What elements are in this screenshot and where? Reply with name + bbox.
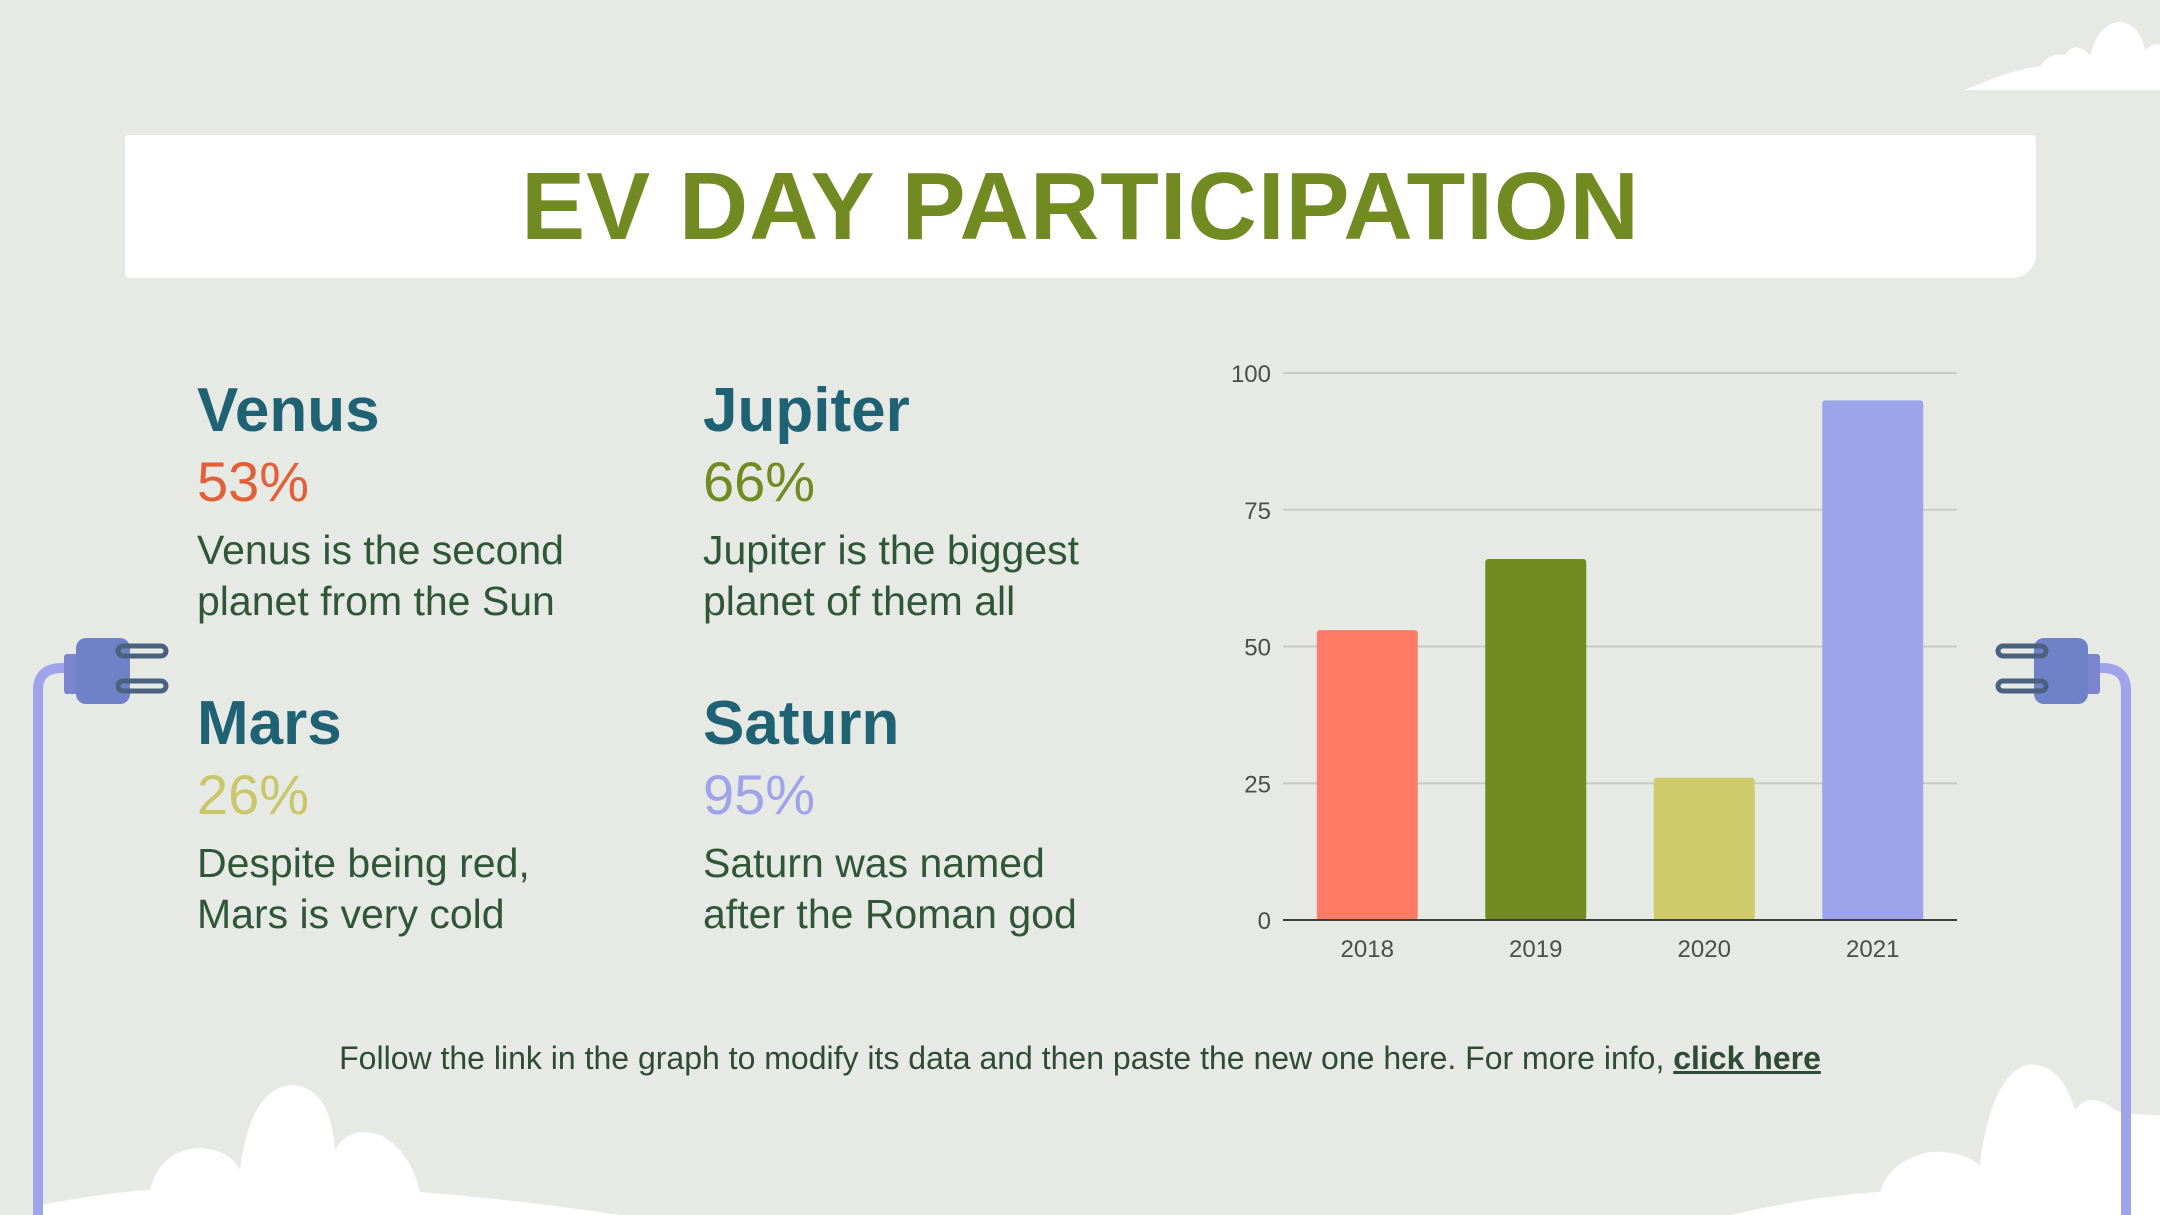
stat-name: Venus <box>197 376 380 445</box>
stat-description-line: planet from the Sun <box>197 578 555 624</box>
footer-text: Follow the link in the graph to modify i… <box>339 1040 1665 1076</box>
stat-percent: 95% <box>703 763 816 826</box>
bar <box>1316 630 1418 920</box>
stat-jupiter: Jupiter 66% Jupiter is the biggest plane… <box>703 375 1183 627</box>
x-tick-label: 2020 <box>1678 936 1731 963</box>
title-banner: EV DAY PARTICIPATION <box>125 135 2036 278</box>
stat-name: Mars <box>197 689 342 758</box>
bar-chart[interactable]: 0 25 50 75 100 2018 2019 2020 2021 <box>1200 340 1970 980</box>
more-info-link[interactable]: click here <box>1673 1040 1821 1076</box>
stat-percent: 26% <box>197 763 310 826</box>
stat-description: Despite being red, Mars is very cold <box>197 838 677 940</box>
bar <box>1485 558 1587 920</box>
stat-description-line: Jupiter is the biggest <box>703 527 1080 573</box>
bar <box>1653 777 1755 920</box>
bar <box>1822 400 1924 921</box>
y-tick-label: 75 <box>1244 498 1271 525</box>
stat-percent: 53% <box>197 450 310 513</box>
cloud-top-right <box>1965 22 2160 90</box>
stat-mars: Mars 26% Despite being red, Mars is very… <box>197 688 677 940</box>
stat-venus: Venus 53% Venus is the second planet fro… <box>197 375 677 627</box>
y-tick-label: 25 <box>1244 771 1271 798</box>
stat-description-line: Mars is very cold <box>197 891 505 937</box>
footer-note: Follow the link in the graph to modify i… <box>0 1040 2160 1077</box>
stat-percent: 66% <box>703 450 816 513</box>
stat-name: Saturn <box>703 689 900 758</box>
x-tick-label: 2019 <box>1509 936 1562 963</box>
cloud-bottom-right <box>1730 1064 2160 1215</box>
stat-description-line: Venus is the second <box>197 527 564 573</box>
stat-description-line: after the Roman god <box>703 891 1077 937</box>
y-tick-label: 50 <box>1244 635 1271 662</box>
stat-name: Jupiter <box>703 376 910 445</box>
stat-description: Jupiter is the biggest planet of them al… <box>703 525 1183 627</box>
x-tick-label: 2021 <box>1846 936 1899 963</box>
stat-description-line: Despite being red, <box>197 840 530 886</box>
plug-left-icon <box>33 638 169 1215</box>
cloud-bottom-left <box>40 1085 620 1215</box>
y-tick-label: 0 <box>1258 908 1271 935</box>
stat-description-line: planet of them all <box>703 578 1016 624</box>
plug-right-icon <box>1995 638 2131 1215</box>
stat-description: Saturn was named after the Roman god <box>703 838 1183 940</box>
stat-saturn: Saturn 95% Saturn was named after the Ro… <box>703 688 1183 940</box>
stat-description-line: Saturn was named <box>703 840 1045 886</box>
x-tick-label: 2018 <box>1341 936 1394 963</box>
y-tick-label: 100 <box>1231 361 1271 388</box>
page-title: EV DAY PARTICIPATION <box>521 152 1640 260</box>
stat-description: Venus is the second planet from the Sun <box>197 525 677 627</box>
